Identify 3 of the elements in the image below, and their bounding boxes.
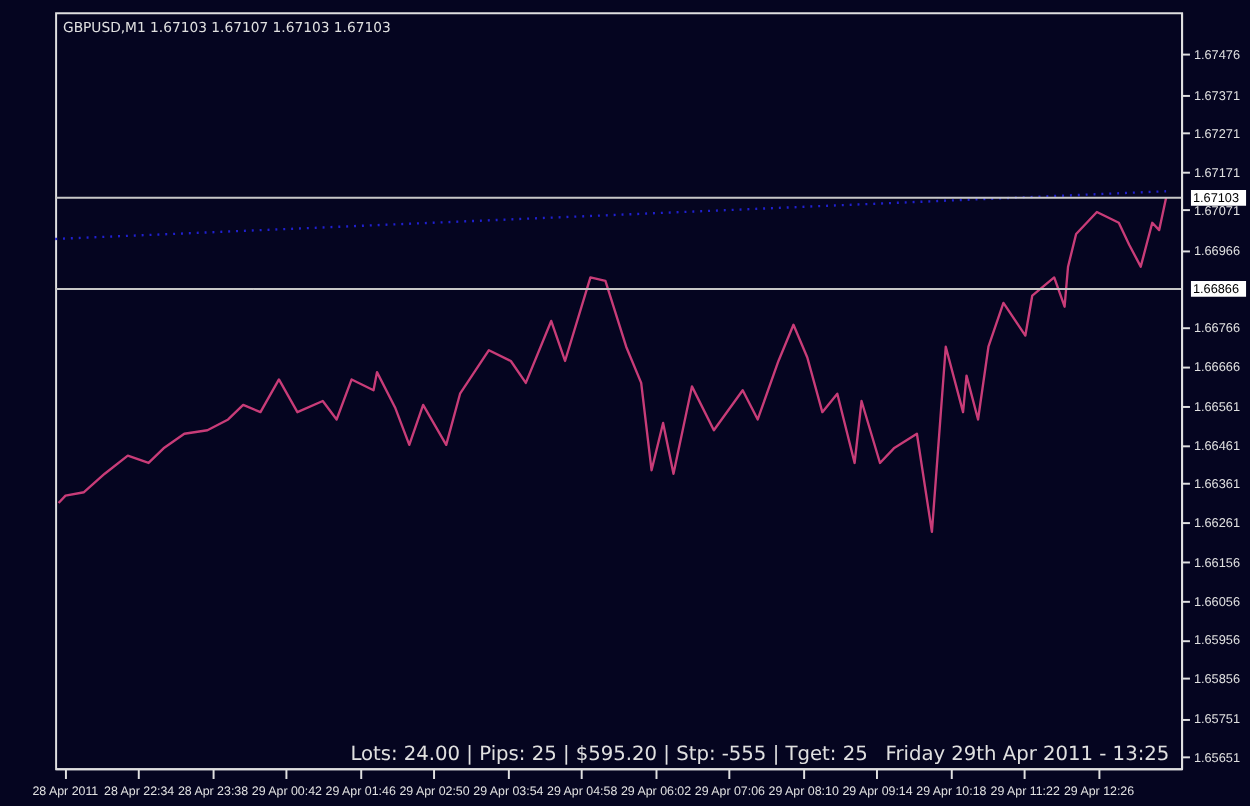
annotation: Friday 29th Apr 2011 - 13:25 — [885, 744, 1170, 767]
annotation: Lots: 24.00 | Pips: 25 | $595.20 | Stp: -555 | Tget: 25 — [350, 744, 868, 767]
line-series — [57, 196, 1168, 534]
